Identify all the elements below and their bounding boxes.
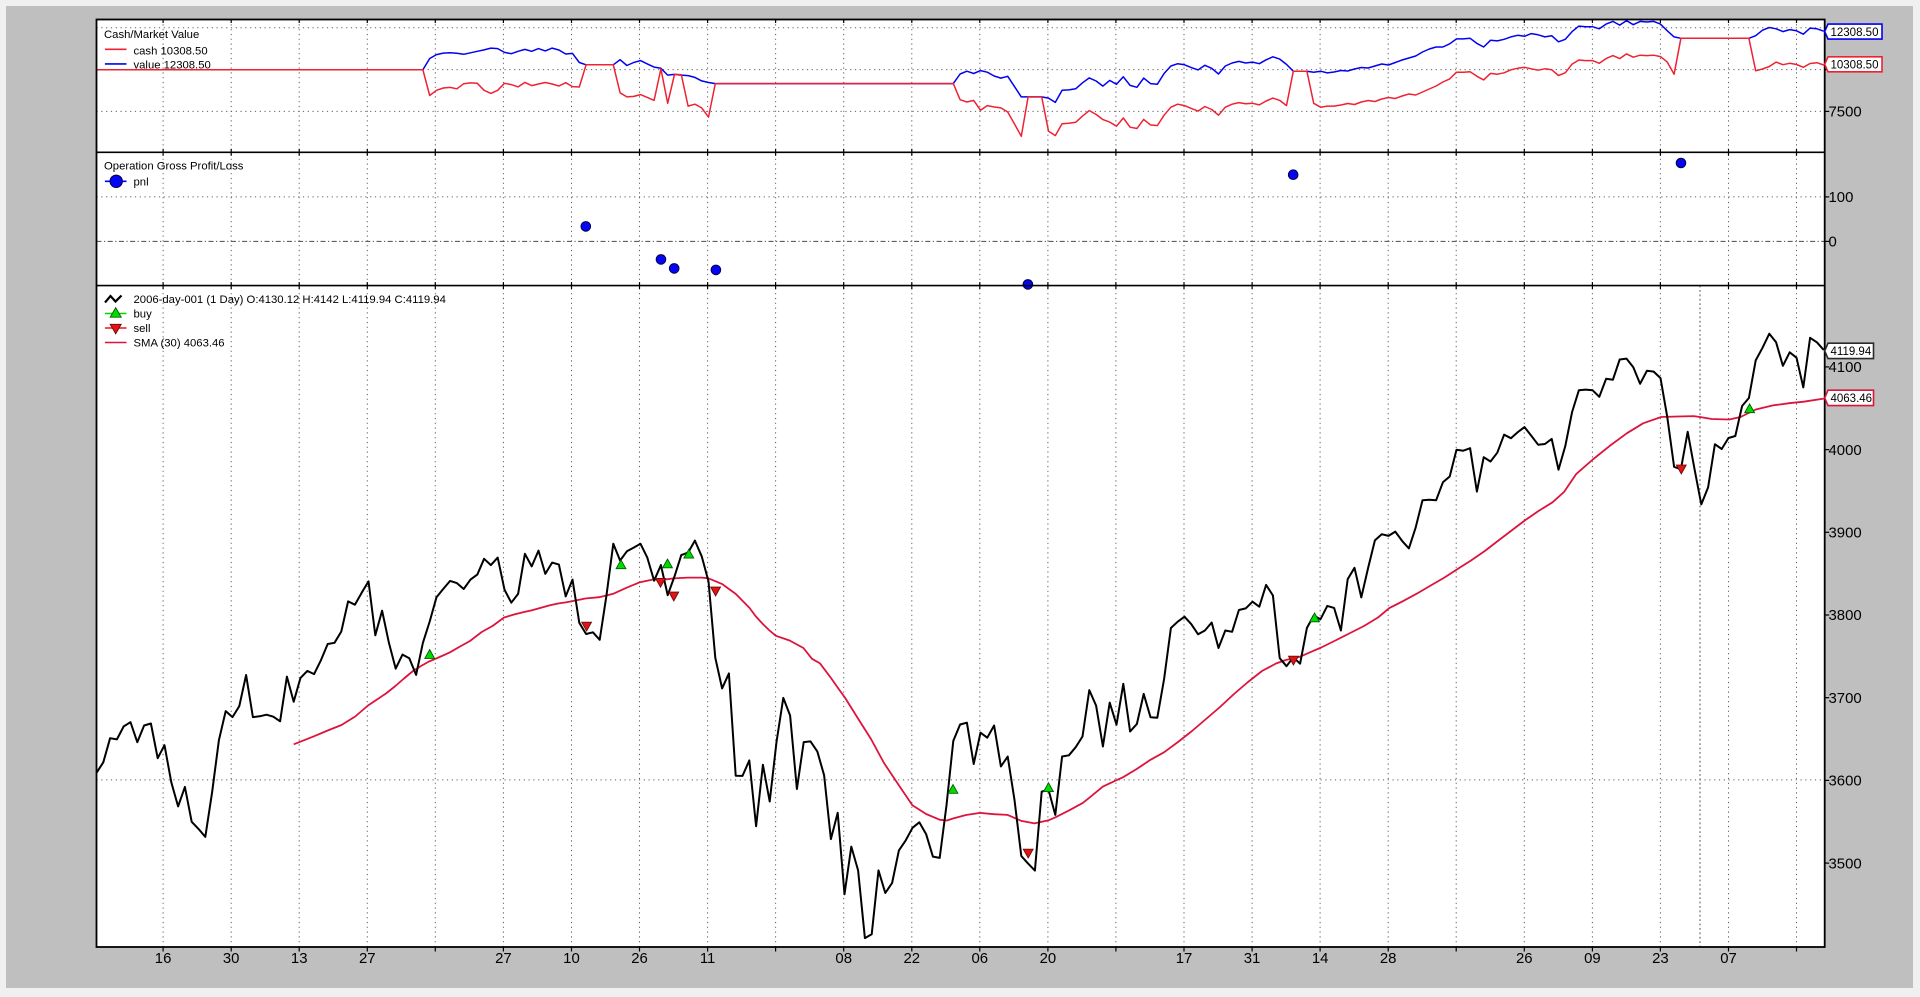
svg-text:3600: 3600 xyxy=(1829,774,1862,790)
svg-text:pnl: pnl xyxy=(134,176,149,188)
svg-text:23: 23 xyxy=(1652,951,1669,967)
svg-text:27: 27 xyxy=(359,951,376,967)
svg-text:09: 09 xyxy=(1584,951,1601,967)
svg-text:3700: 3700 xyxy=(1829,691,1862,707)
svg-text:28: 28 xyxy=(1380,951,1397,967)
svg-text:0: 0 xyxy=(1829,235,1837,251)
svg-text:27: 27 xyxy=(495,951,512,967)
svg-text:26: 26 xyxy=(631,951,648,967)
svg-text:22: 22 xyxy=(903,951,920,967)
svg-text:3800: 3800 xyxy=(1829,608,1862,624)
svg-text:Operation Gross Profit/Loss: Operation Gross Profit/Loss xyxy=(104,161,244,173)
svg-text:30: 30 xyxy=(223,951,240,967)
svg-text:20: 20 xyxy=(1040,951,1057,967)
svg-text:12308.50: 12308.50 xyxy=(1831,27,1879,39)
svg-text:4119.94: 4119.94 xyxy=(1831,346,1872,358)
svg-text:100: 100 xyxy=(1829,190,1854,206)
svg-text:11: 11 xyxy=(700,951,715,967)
svg-text:14: 14 xyxy=(1312,951,1329,967)
svg-text:4100: 4100 xyxy=(1829,360,1862,376)
svg-text:26: 26 xyxy=(1516,951,1533,967)
svg-text:cash 10308.50: cash 10308.50 xyxy=(134,45,208,57)
svg-text:4000: 4000 xyxy=(1829,443,1862,459)
svg-text:08: 08 xyxy=(835,951,852,967)
svg-text:4063.46: 4063.46 xyxy=(1831,393,1873,405)
svg-text:sell: sell xyxy=(134,323,151,335)
svg-text:Cash/Market Value: Cash/Market Value xyxy=(104,29,199,41)
svg-text:3900: 3900 xyxy=(1829,526,1862,542)
svg-text:17: 17 xyxy=(1176,951,1193,967)
svg-text:buy: buy xyxy=(134,309,153,321)
svg-text:10308.50: 10308.50 xyxy=(1831,60,1879,72)
svg-text:value 12308.50: value 12308.50 xyxy=(134,59,211,71)
svg-text:06: 06 xyxy=(972,951,989,967)
svg-text:2006-day-001 (1 Day) O:4130.12: 2006-day-001 (1 Day) O:4130.12 H:4142 L:… xyxy=(134,294,446,306)
svg-text:31: 31 xyxy=(1244,951,1261,967)
svg-text:3500: 3500 xyxy=(1829,856,1862,872)
svg-text:10: 10 xyxy=(563,951,580,967)
svg-text:07: 07 xyxy=(1720,951,1737,967)
svg-text:13: 13 xyxy=(291,951,308,967)
svg-text:7500: 7500 xyxy=(1829,105,1862,121)
svg-text:16: 16 xyxy=(155,951,172,967)
svg-text:SMA (30) 4063.46: SMA (30) 4063.46 xyxy=(134,338,225,350)
